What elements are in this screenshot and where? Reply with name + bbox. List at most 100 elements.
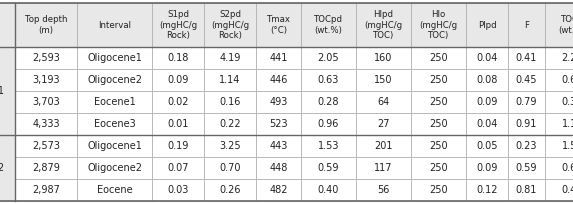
Bar [152,157,204,179]
Bar [411,47,466,69]
Text: HIo
(mgHC/g
TOC): HIo (mgHC/g TOC) [419,10,458,40]
Text: VII-1: VII-1 [0,86,5,96]
Bar [15,113,77,135]
Text: Oligocene1: Oligocene1 [87,141,142,151]
Text: 0.04: 0.04 [476,119,498,129]
Text: 1.19: 1.19 [562,119,573,129]
Bar [508,179,545,201]
Bar [152,135,204,157]
Bar [256,113,301,135]
Text: 0.09: 0.09 [476,163,498,173]
Text: 0.33: 0.33 [562,97,573,107]
Bar [356,69,411,91]
Text: 2,593: 2,593 [32,53,60,63]
Bar [508,157,545,179]
Text: 1.14: 1.14 [219,75,241,85]
Text: Top depth
(m): Top depth (m) [25,15,67,35]
Text: 0.19: 0.19 [167,141,189,151]
Text: 0.59: 0.59 [516,163,537,173]
Bar [152,91,204,113]
Bar [411,91,466,113]
Bar [152,179,204,201]
Text: 482: 482 [269,185,288,195]
Text: 2,987: 2,987 [32,185,60,195]
Bar [356,135,411,157]
Text: Oligocene2: Oligocene2 [87,75,142,85]
Text: Eocene3: Eocene3 [93,119,135,129]
Text: 150: 150 [374,75,393,85]
Text: Tmax
(°C): Tmax (°C) [266,15,291,35]
Text: 2,573: 2,573 [32,141,60,151]
Text: 0.48: 0.48 [562,185,573,195]
Bar [0,135,15,201]
Text: 0.26: 0.26 [219,185,241,195]
Text: 448: 448 [269,163,288,173]
Bar [77,3,152,47]
Bar [204,135,256,157]
Text: 0.04: 0.04 [476,53,498,63]
Text: PIpd: PIpd [478,20,496,30]
Bar [204,113,256,135]
Text: Interval: Interval [98,20,131,30]
Bar [77,179,152,201]
Bar [508,91,545,113]
Bar [152,47,204,69]
Bar [545,113,573,135]
Bar [545,69,573,91]
Text: F: F [524,20,529,30]
Bar [301,179,356,201]
Bar [256,47,301,69]
Bar [15,47,77,69]
Bar [466,91,508,113]
Text: 250: 250 [429,53,448,63]
Bar [508,113,545,135]
Text: 0.07: 0.07 [167,163,189,173]
Bar [15,91,77,113]
Bar [204,69,256,91]
Text: 443: 443 [269,141,288,151]
Bar [545,3,573,47]
Text: 0.40: 0.40 [318,185,339,195]
Text: 4,333: 4,333 [32,119,60,129]
Text: S1pd
(mgHC/g
Rock): S1pd (mgHC/g Rock) [159,10,197,40]
Bar [545,179,573,201]
Text: 0.59: 0.59 [318,163,339,173]
Bar [466,135,508,157]
Text: 446: 446 [269,75,288,85]
Text: 1.53: 1.53 [318,141,339,151]
Text: 0.05: 0.05 [476,141,498,151]
Bar [204,91,256,113]
Bar [508,135,545,157]
Text: 2.23: 2.23 [562,53,573,63]
Bar [508,69,545,91]
Text: 3,703: 3,703 [32,97,60,107]
Bar [466,113,508,135]
Bar [508,47,545,69]
Bar [411,135,466,157]
Text: 56: 56 [377,185,390,195]
Bar [545,135,573,157]
Bar [256,135,301,157]
Bar [356,91,411,113]
Text: 0.91: 0.91 [516,119,537,129]
Text: 0.67: 0.67 [562,163,573,173]
Text: 250: 250 [429,185,448,195]
Bar [152,69,204,91]
Text: 0.01: 0.01 [167,119,189,129]
Text: 250: 250 [429,141,448,151]
Text: 3,193: 3,193 [32,75,60,85]
Text: 441: 441 [269,53,288,63]
Bar [77,47,152,69]
Text: 4.19: 4.19 [219,53,241,63]
Bar [256,179,301,201]
Bar [77,135,152,157]
Text: 1.59: 1.59 [562,141,573,151]
Bar [204,3,256,47]
Text: Eocene: Eocene [97,185,132,195]
Bar [301,91,356,113]
Bar [0,3,15,47]
Bar [256,91,301,113]
Text: 0.09: 0.09 [476,97,498,107]
Bar [508,3,545,47]
Bar [356,179,411,201]
